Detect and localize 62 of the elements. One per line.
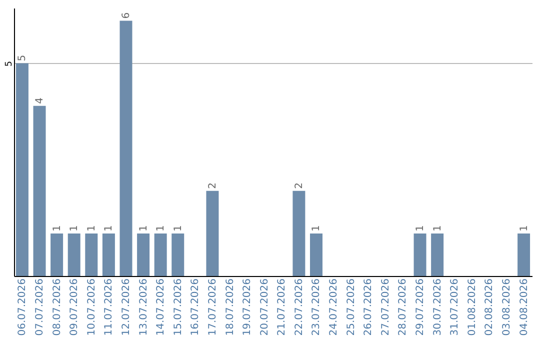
data-label: 2: [294, 182, 305, 189]
x-tick-label: 04.08.2026: [518, 278, 530, 336]
x-tick-label: 10.07.2026: [86, 278, 98, 336]
x-tick-label: 14.07.2026: [156, 278, 167, 336]
data-label: 1: [432, 225, 444, 232]
data-label: 1: [415, 225, 426, 232]
x-tick-label: 03.08.2026: [501, 278, 512, 336]
x-tick-label: 21.07.2026: [276, 278, 288, 336]
bar: [154, 233, 167, 276]
x-tick-label: 17.07.2026: [207, 278, 218, 336]
x-tick-label: 25.07.2026: [346, 278, 357, 336]
bar: [16, 63, 28, 276]
data-label: 4: [34, 97, 46, 104]
data-label: 1: [104, 225, 115, 232]
bar: [172, 233, 184, 276]
x-tick-label: 13.07.2026: [138, 278, 150, 336]
bar: [206, 190, 219, 276]
x-tick-label: 30.07.2026: [432, 278, 444, 336]
bar: [518, 233, 530, 276]
x-tick-label: 09.07.2026: [69, 278, 80, 336]
data-label: 6: [120, 12, 132, 19]
data-label: 1: [311, 225, 322, 232]
bar: [414, 233, 426, 276]
x-tick-label: 02.08.2026: [484, 278, 496, 336]
data-label: 1: [518, 225, 530, 232]
bar: [85, 233, 98, 276]
bar: [292, 190, 306, 276]
x-tick-label: 29.07.2026: [415, 278, 426, 336]
x-tick-label: 07.07.2026: [34, 278, 46, 336]
data-label: 1: [138, 225, 150, 232]
bar: [137, 233, 150, 276]
bar: [310, 233, 322, 276]
x-tick-label: 06.07.2026: [17, 278, 28, 336]
x-tick-label: 24.07.2026: [328, 278, 340, 336]
bar: [120, 20, 132, 276]
x-tick-label: 18.07.2026: [224, 278, 236, 336]
bar: [102, 233, 115, 276]
data-label: 1: [156, 225, 167, 232]
data-label: 5: [4, 60, 14, 67]
x-tick-label: 01.08.2026: [466, 278, 478, 336]
data-label: 1: [52, 225, 63, 232]
x-tick-label: 11.07.2026: [104, 278, 115, 336]
data-label: 2: [207, 182, 218, 189]
bar: [431, 233, 444, 276]
x-tick-label: 23.07.2026: [311, 278, 322, 336]
x-tick-label: 15.07.2026: [172, 278, 184, 336]
x-tick-label: 28.07.2026: [398, 278, 409, 336]
x-tick-label: 08.07.2026: [52, 278, 63, 336]
bar: [50, 233, 64, 276]
x-tick-label: 12.07.2026: [120, 278, 132, 336]
bar: [33, 106, 46, 276]
x-tick-label: 27.07.2026: [380, 278, 392, 336]
x-tick-label: 26.07.2026: [363, 278, 374, 336]
data-label: 1: [86, 225, 98, 232]
data-label: 1: [172, 225, 184, 232]
x-tick-label: 19.07.2026: [242, 278, 254, 336]
x-tick-label: 16.07.2026: [190, 278, 202, 336]
data-label: 1: [69, 225, 80, 232]
x-tick-label: 22.07.2026: [294, 278, 305, 336]
x-tick-label: 31.07.2026: [450, 278, 461, 336]
bar: [68, 233, 80, 276]
x-tick-label: 20.07.2026: [259, 278, 270, 336]
